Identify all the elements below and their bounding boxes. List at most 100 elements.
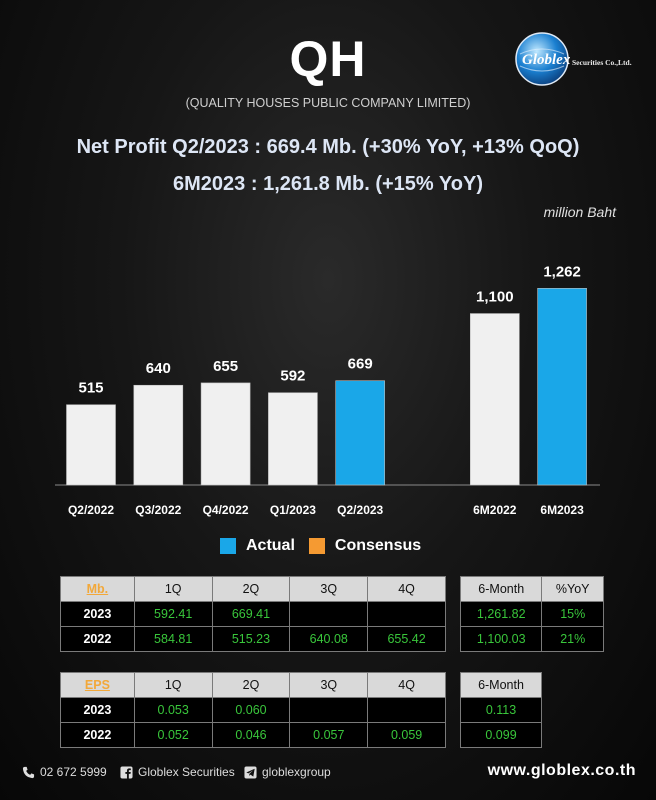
bar-Q2/2023: [335, 380, 386, 486]
table-cell: 655.42: [367, 626, 446, 652]
table-row: 2022 0.052 0.046 0.057 0.059: [60, 722, 446, 748]
table-cell: 0.059: [367, 722, 446, 748]
data-label: 515: [78, 380, 103, 397]
x-tick-label: Q3/2022: [135, 503, 181, 517]
table-cell: 0.053: [133, 697, 213, 723]
table-cell: [289, 697, 369, 723]
table-row: 2023 592.41 669.41: [60, 601, 446, 627]
bar-Q2/2022: [66, 404, 116, 486]
table-cell: 592.41: [133, 601, 213, 627]
bar-Q1/2023: [268, 392, 318, 486]
chart-legend: Actual Consensus: [220, 537, 435, 555]
row-label: 2022: [60, 626, 135, 652]
table-cell: 15%: [541, 601, 604, 627]
website-link[interactable]: www.globlex.co.th: [487, 762, 636, 779]
globlex-logo: Globlex Securities Co.,Ltd.: [512, 30, 640, 88]
table-row: 1,100.03 21%: [459, 626, 604, 652]
x-tick-label: Q4/2022: [203, 503, 249, 517]
table-corner-mb: Mb.: [60, 576, 135, 602]
table-header-row: Mb. 1Q 2Q 3Q 4Q: [60, 576, 446, 602]
ticker-title: QH: [289, 31, 367, 87]
legend-label-consensus: Consensus: [334, 537, 422, 554]
profit-6m-table: 6-Month %YoY 1,261.82 15% 1,100.03 21%: [459, 576, 604, 652]
col-header: 2Q: [211, 672, 291, 698]
headline-6m: 6M2023 : 1,261.8 Mb. (+15% YoY): [173, 173, 483, 195]
headline-quarter: Net Profit Q2/2023 : 669.4 Mb. (+30% YoY…: [76, 136, 580, 158]
logo-text: Globlex: [522, 52, 571, 68]
table-cell: [289, 601, 369, 627]
table-header-row: 6-Month %YoY: [459, 576, 604, 602]
bar-6M2022: [469, 313, 520, 486]
col-header: 1Q: [133, 672, 213, 698]
col-header: 1Q: [133, 576, 213, 602]
footer-facebook[interactable]: Globlex Securities: [120, 765, 235, 779]
row-label: 2023: [60, 601, 135, 627]
data-label: 655: [213, 358, 238, 375]
x-tick-label: 6M2023: [540, 503, 584, 517]
unit-label: million Baht: [543, 204, 616, 220]
table-cell: [367, 697, 446, 723]
table-cell: 0.060: [211, 697, 291, 723]
table-row: 2022 584.81 515.23 640.08 655.42: [60, 626, 446, 652]
col-header: 3Q: [289, 672, 369, 698]
col-header: 4Q: [367, 576, 446, 602]
company-name: (QUALITY HOUSES PUBLIC COMPANY LIMITED): [185, 96, 471, 110]
legend-swatch-actual: [220, 538, 236, 554]
x-tick-label: 6M2022: [473, 503, 517, 517]
col-header: 3Q: [289, 576, 369, 602]
data-label: 1,262: [543, 263, 581, 280]
data-label: 592: [280, 368, 305, 385]
table-row: 0.099: [460, 722, 542, 748]
table-cell: 584.81: [133, 626, 213, 652]
eps-6m-table: 6-Month 0.113 0.099: [460, 672, 542, 748]
x-tick-label: Q2/2023: [337, 503, 383, 517]
table-cell: 1,100.03: [459, 626, 543, 652]
footer-phone[interactable]: 02 672 5999: [22, 765, 107, 779]
data-label: 640: [146, 360, 171, 377]
table-cell: 0.052: [133, 722, 213, 748]
footer: 02 672 5999 Globlex Securities globlexgr…: [22, 762, 636, 782]
telegram-icon: [244, 765, 257, 779]
table-cell: 669.41: [211, 601, 291, 627]
bar-Q3/2022: [133, 384, 184, 486]
row-label: 2022: [60, 722, 135, 748]
table-cell: 1,261.82: [459, 601, 543, 627]
table-cell: 0.057: [289, 722, 369, 748]
phone-number: 02 672 5999: [40, 765, 107, 779]
row-label: 2023: [60, 697, 135, 723]
data-label: 669: [348, 356, 373, 373]
table-cell: 0.113: [460, 697, 542, 723]
bar-6M2023: [537, 288, 587, 486]
facebook-icon: [120, 765, 133, 779]
table-cell: [367, 601, 446, 627]
legend-swatch-consensus: [308, 538, 325, 554]
table-cell: 21%: [541, 626, 604, 652]
x-tick-label: Q1/2023: [270, 503, 316, 517]
col-header: 2Q: [211, 576, 291, 602]
col-header: %YoY: [541, 576, 604, 602]
legend-label-actual: Actual: [246, 537, 295, 554]
x-tick-label: Q2/2022: [68, 503, 114, 517]
bar-Q4/2022: [200, 382, 251, 486]
table-cell: 515.23: [211, 626, 291, 652]
table-row: 2023 0.053 0.060: [60, 697, 446, 723]
table-row: 0.113: [460, 697, 542, 723]
table-row: 1,261.82 15%: [459, 601, 604, 627]
table-header-row: 6-Month: [460, 672, 542, 698]
col-header: 6-Month: [459, 576, 543, 602]
footer-telegram[interactable]: globlexgroup: [244, 765, 331, 779]
col-header: 4Q: [367, 672, 446, 698]
table-header-row: EPS 1Q 2Q 3Q 4Q: [60, 672, 446, 698]
table-corner-eps: EPS: [60, 672, 135, 698]
eps-quarterly-table: EPS 1Q 2Q 3Q 4Q 2023 0.053 0.060 2022 0.…: [60, 672, 446, 748]
profit-quarterly-table: Mb. 1Q 2Q 3Q 4Q 2023 592.41 669.41 2022 …: [60, 576, 446, 652]
facebook-handle: Globlex Securities: [138, 765, 235, 779]
telegram-handle: globlexgroup: [262, 765, 331, 779]
table-cell: 0.099: [460, 722, 542, 748]
logo-suffix: Securities Co.,Ltd.: [572, 58, 632, 67]
table-cell: 0.046: [211, 722, 291, 748]
col-header: 6-Month: [460, 672, 542, 698]
table-cell: 640.08: [289, 626, 369, 652]
net-profit-bar-chart: 515 Q2/2022 640 Q3/2022 655 Q4/2022 592 Q1/2023…: [55, 263, 600, 517]
data-label: 1,100: [476, 289, 514, 306]
